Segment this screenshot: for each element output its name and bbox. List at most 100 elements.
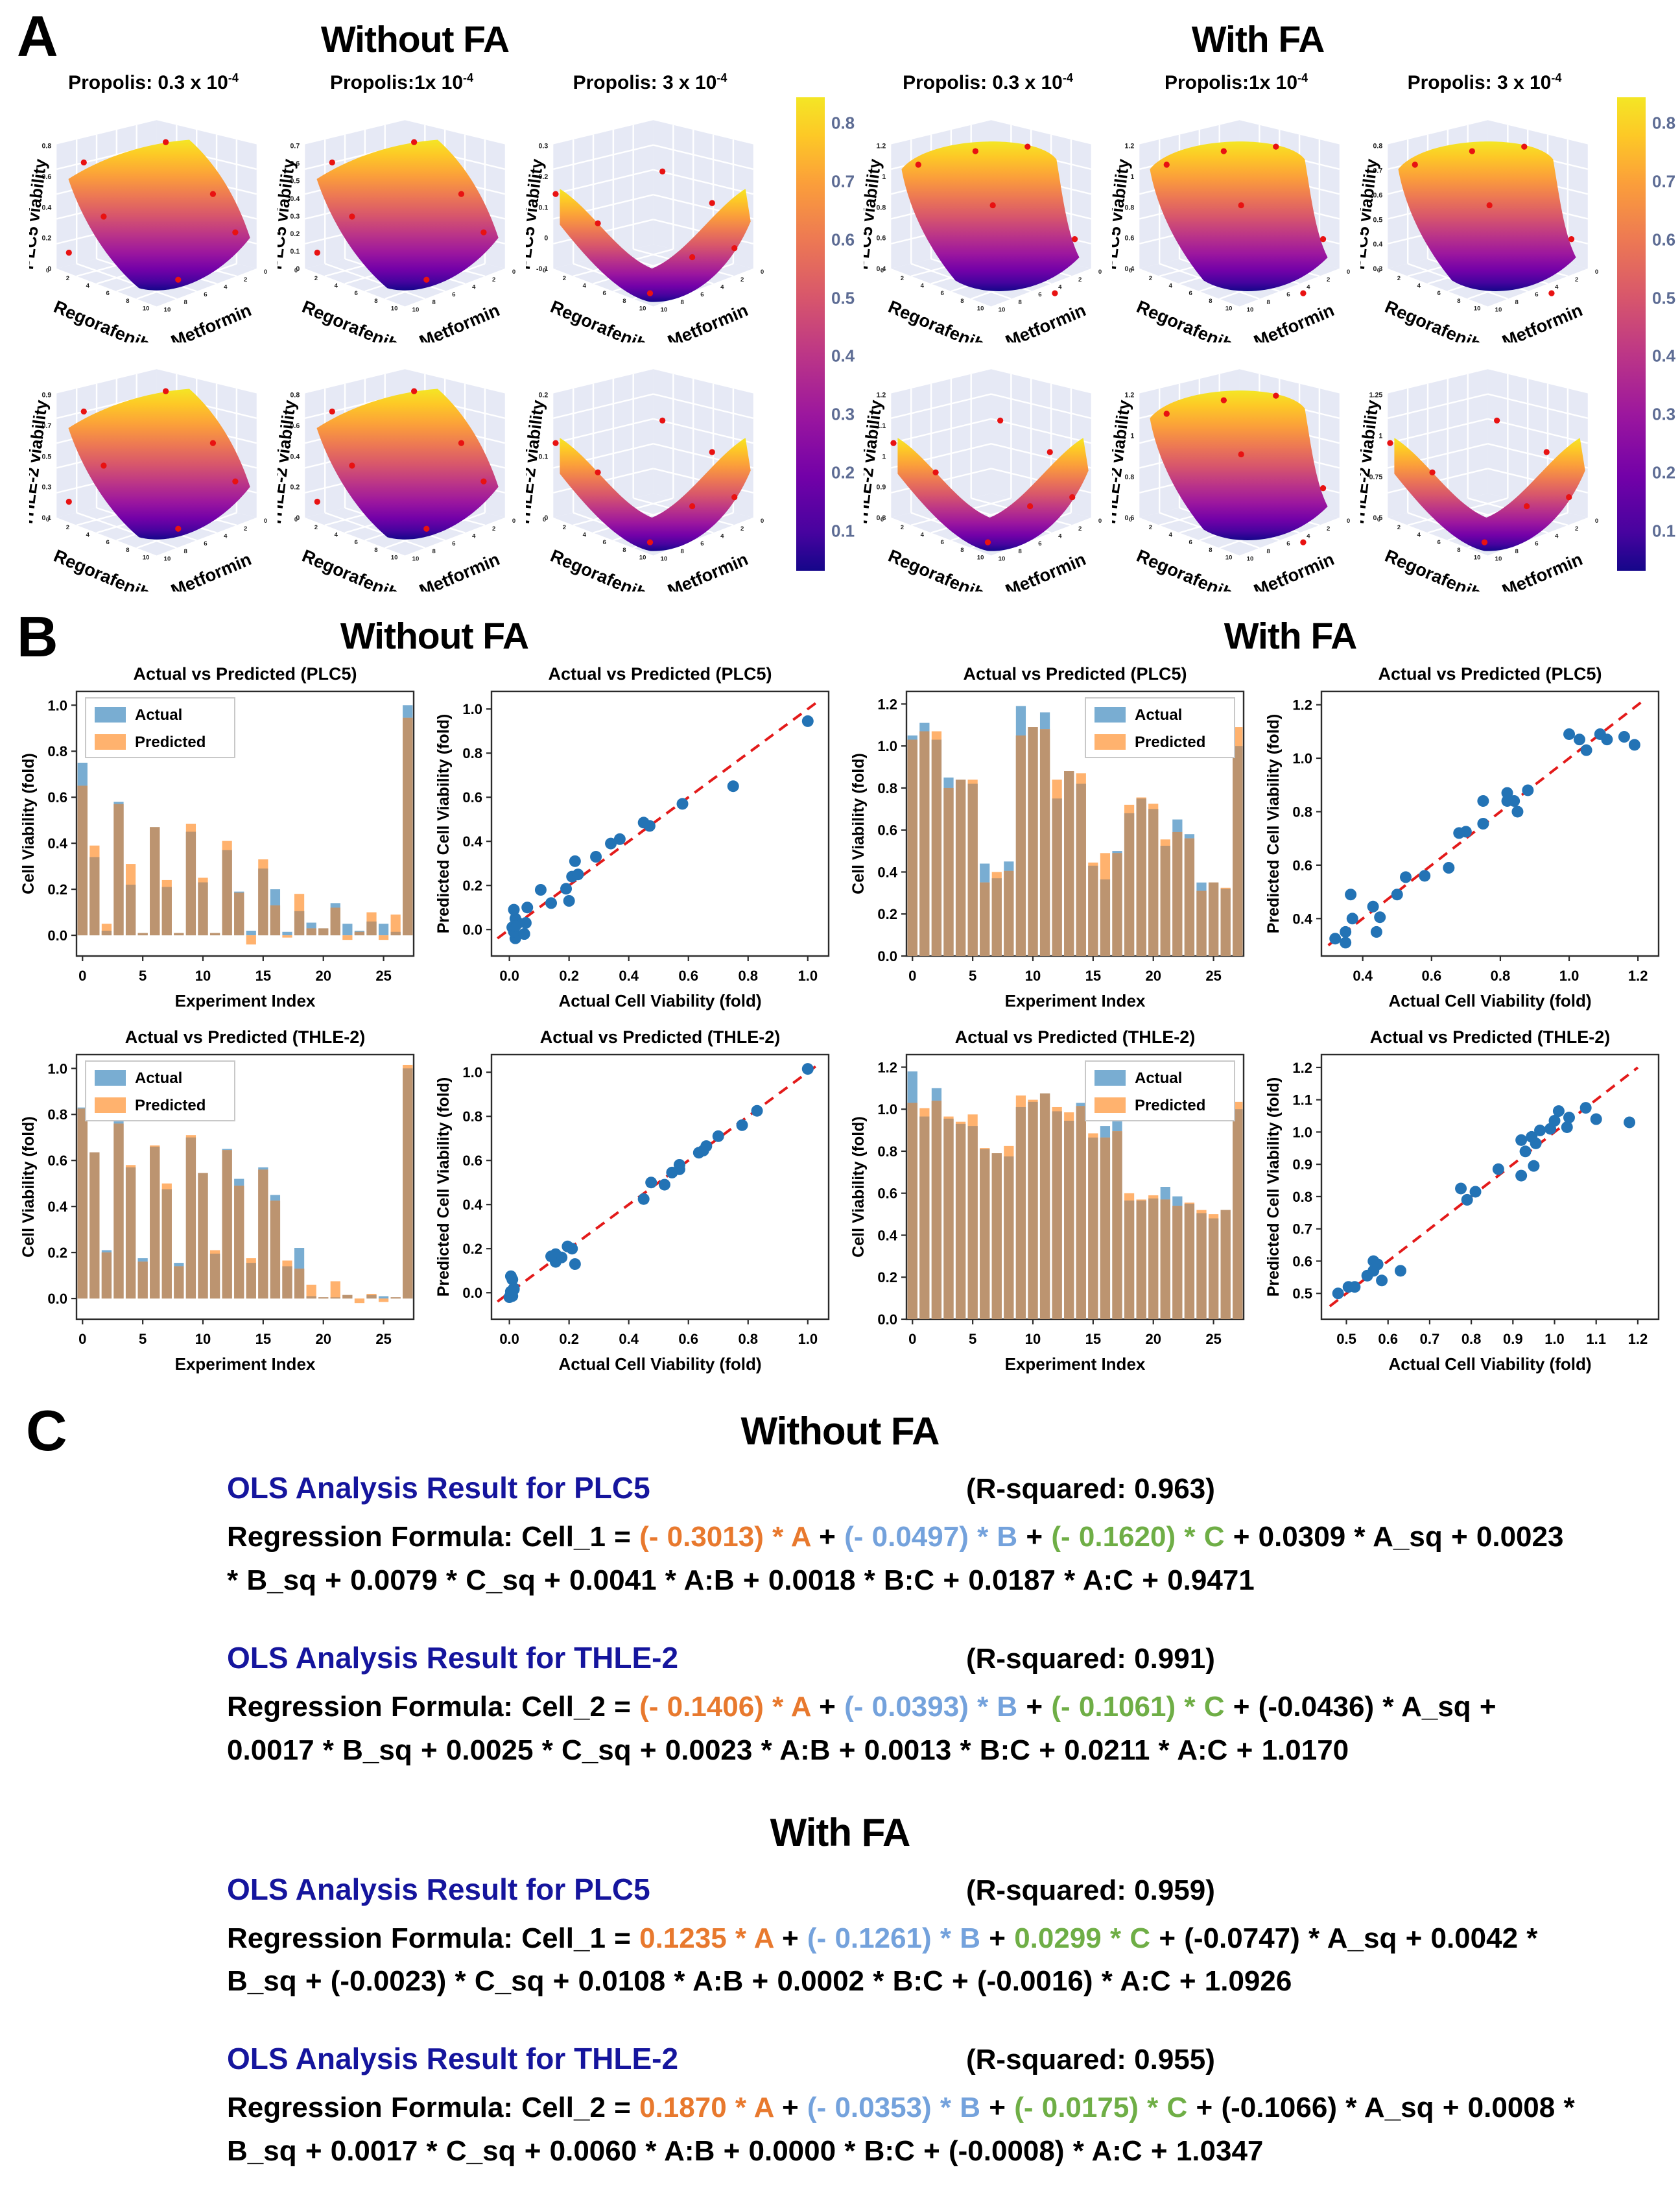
- data-point-dot: [1521, 143, 1528, 150]
- svg-text:6: 6: [1437, 290, 1440, 297]
- svg-text:2: 2: [1575, 525, 1578, 532]
- svg-text:6: 6: [602, 539, 606, 546]
- colorbar-tick-label: 0.4: [1652, 346, 1676, 366]
- svg-text:Predicted: Predicted: [1135, 734, 1205, 751]
- svg-text:20: 20: [315, 968, 331, 984]
- svg-text:0: 0: [1098, 269, 1102, 276]
- x-axis-label: Regorafenib: [1382, 296, 1484, 342]
- svg-text:8: 8: [1209, 547, 1213, 554]
- chart-cell: Actual vs Predicted (THLE-2) Experiment I…: [847, 1025, 1262, 1388]
- identity-line: [497, 1064, 818, 1303]
- data-point-dot: [1387, 440, 1393, 446]
- bar-chart: Actual vs Predicted (PLC5) Experiment Ind…: [849, 664, 1245, 1010]
- data-point-dot: [65, 249, 72, 256]
- formula-segment-black: +: [1017, 1521, 1052, 1553]
- formula-segment-green: 0.0299 * C: [1014, 1922, 1151, 1954]
- chart-title: Actual vs Predicted (PLC5): [963, 664, 1187, 684]
- svg-text:10: 10: [661, 307, 668, 314]
- scatter-chart: Actual vs Predicted (PLC5) Actual Cell Vi…: [434, 664, 830, 1010]
- data-point-dot: [411, 139, 418, 145]
- svg-text:10: 10: [977, 555, 984, 562]
- svg-text:0.6: 0.6: [678, 1331, 698, 1347]
- svg-text:0.75: 0.75: [1369, 473, 1383, 481]
- ols-heading: OLS Analysis Result for THLE-2: [227, 1640, 679, 1675]
- svg-text:0.7: 0.7: [290, 143, 300, 150]
- surface-plot-cell: 0.1 0.3 0.5 0.7 0.9 0 2 4 6 8 10 10 8 6 4 2 0 Regorafenib…: [29, 353, 278, 592]
- svg-text:0.9: 0.9: [877, 484, 886, 492]
- svg-text:0.2: 0.2: [877, 906, 897, 922]
- data-point-dot: [1412, 161, 1418, 168]
- x-axis-label: Regorafenib: [1133, 545, 1236, 592]
- svg-text:0.8: 0.8: [462, 1108, 482, 1125]
- svg-text:0.5: 0.5: [1373, 216, 1383, 224]
- chart-cell: Actual vs Predicted (PLC5) Actual Cell Vi…: [432, 662, 847, 1025]
- svg-text:4: 4: [583, 282, 587, 289]
- svg-text:0.6: 0.6: [1373, 191, 1383, 199]
- formula-segment-black: + (-0.1066) * A_sq + 0.0008 * B_sq + 0.0…: [227, 2092, 1575, 2168]
- svg-text:0.8: 0.8: [738, 1331, 758, 1347]
- data-point-dot: [1024, 143, 1031, 150]
- svg-text:10: 10: [412, 556, 420, 563]
- data-point-dot: [175, 276, 182, 283]
- svg-text:10: 10: [999, 307, 1006, 314]
- formula-segment-orange: 0.1235 * A: [639, 1922, 774, 1954]
- z-axis-label: THLE-2 viability: [278, 399, 300, 528]
- legend: Actual Predicted: [1085, 697, 1235, 758]
- formula-segment-black: + (-0.0747) * A_sq + 0.0042 * B_sq + (-0…: [227, 1922, 1538, 1998]
- svg-text:Predicted: Predicted: [135, 1097, 206, 1114]
- svg-text:8: 8: [183, 299, 187, 306]
- x-axis-label: Regorafenib: [299, 545, 401, 592]
- x-axis-label: Actual Cell Viability (fold): [558, 991, 761, 1010]
- data-point-dot: [163, 388, 169, 394]
- y-axis-label: Predicted Cell Viability (fold): [1264, 714, 1283, 934]
- svg-text:10: 10: [195, 968, 211, 984]
- svg-text:Actual: Actual: [1135, 1070, 1182, 1087]
- surface-plot-cell: 0.6 0.8 1 1.2 0 2 4 6 8 10 10 8 6 4 2 0 Regorafenib Metfo…: [1112, 353, 1360, 592]
- formula-segment-green: (- 0.0175) * C: [1014, 2092, 1188, 2124]
- svg-text:0.6: 0.6: [47, 789, 67, 806]
- colorbar-gradient: [1617, 97, 1646, 571]
- svg-text:0.9: 0.9: [42, 392, 52, 400]
- svg-text:5: 5: [139, 1331, 147, 1347]
- svg-text:25: 25: [375, 968, 391, 984]
- data-point-dot: [1300, 290, 1307, 296]
- svg-text:0.4: 0.4: [462, 1197, 482, 1213]
- colorbar-tick-label: 0.3: [1652, 404, 1676, 424]
- data-point-dot: [480, 478, 487, 484]
- svg-text:0.6: 0.6: [290, 160, 300, 168]
- colorbar-tick-label: 0.5: [831, 288, 855, 308]
- svg-text:6: 6: [354, 290, 357, 297]
- svg-text:10: 10: [164, 556, 171, 563]
- svg-text:0.0: 0.0: [877, 1311, 897, 1328]
- y-axis-label: Metformin: [1002, 300, 1089, 342]
- ols-section: OLS Analysis Result for THLE-2 (R-squared…: [227, 2041, 1589, 2173]
- surface-plot-grid-with-fa: Propolis: 0.3 x 10-4 0.4 0.6 0.8 1 1.2 0 2 4 6 8 10…: [864, 64, 1609, 592]
- svg-text:0.4: 0.4: [462, 833, 482, 850]
- regression-formula: Regression Formula: Cell_2 = 0.1870 * A …: [227, 2086, 1576, 2173]
- svg-text:2: 2: [314, 275, 318, 282]
- svg-text:6: 6: [1535, 291, 1538, 298]
- svg-text:8: 8: [374, 298, 378, 305]
- svg-text:0.6: 0.6: [47, 1153, 67, 1169]
- panel-a-group-title-without-fa: Without FA: [320, 19, 510, 60]
- chart-cell: Actual vs Predicted (PLC5) Actual Cell Vi…: [1262, 662, 1677, 1025]
- surface-plot-cell: Propolis: 0.3 x 10-4 0.4 0.6 0.8 1 1.2 0 2 4 6 8 10…: [864, 64, 1112, 342]
- svg-text:4: 4: [1555, 283, 1559, 291]
- svg-text:0.0: 0.0: [462, 922, 482, 938]
- svg-text:0.8: 0.8: [877, 1143, 897, 1160]
- svg-text:1.1: 1.1: [1292, 1092, 1312, 1108]
- svg-text:10: 10: [1247, 307, 1254, 314]
- svg-text:2: 2: [1149, 524, 1152, 531]
- y-axis-label: Metformin: [1499, 549, 1585, 592]
- formula-segment-black: +: [1017, 1690, 1052, 1723]
- svg-text:0: 0: [46, 267, 49, 274]
- svg-text:0.2: 0.2: [47, 881, 67, 898]
- ols-section: OLS Analysis Result for THLE-2 (R-squared…: [227, 1640, 1589, 1773]
- svg-text:0.3: 0.3: [290, 213, 300, 221]
- data-point-dot: [1566, 494, 1572, 501]
- svg-text:0.0: 0.0: [499, 1331, 519, 1347]
- bar-chart: Actual vs Predicted (PLC5) Experiment Ind…: [19, 664, 415, 1010]
